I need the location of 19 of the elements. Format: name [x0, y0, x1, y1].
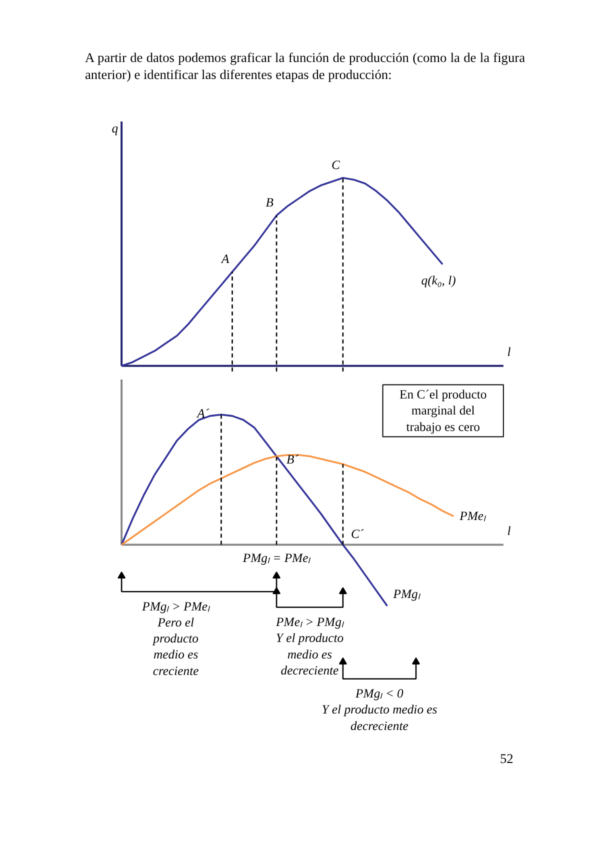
annotation: B: [266, 195, 274, 210]
annotation: C: [331, 158, 340, 172]
series-label: q(k₀, l): [421, 273, 456, 288]
text: PMeₗ > PMgₗ Y el producto medio es decreciente: [275, 615, 344, 678]
x-axis-title: l: [507, 524, 512, 538]
annotation: En C´el producto marginal del trabajo es cero: [400, 388, 487, 434]
annotation: PMgₗ = PMeₗ: [242, 550, 312, 565]
annotation: B´: [286, 452, 300, 466]
series-label: PMeₗ: [458, 509, 487, 524]
y-axis-title: q: [112, 122, 119, 136]
series-label: PMgₗ: [392, 586, 421, 601]
annotation: A´: [196, 406, 210, 421]
x-axis-title: l: [507, 344, 512, 359]
annotation: A: [220, 252, 230, 266]
chart-title: A partir de datos podemos graficar la función de producción (como la de la figura anterior) e identificar las diferentes etapas de producción:: [85, 50, 525, 84]
text: 52: [500, 750, 514, 768]
text: PMgₗ < 0 Y el producto medio es decreciente: [322, 686, 438, 733]
annotation: PMgₗ > PMeₗ Pero el producto medio es creciente: [141, 599, 210, 678]
annotation: C´: [350, 526, 364, 541]
